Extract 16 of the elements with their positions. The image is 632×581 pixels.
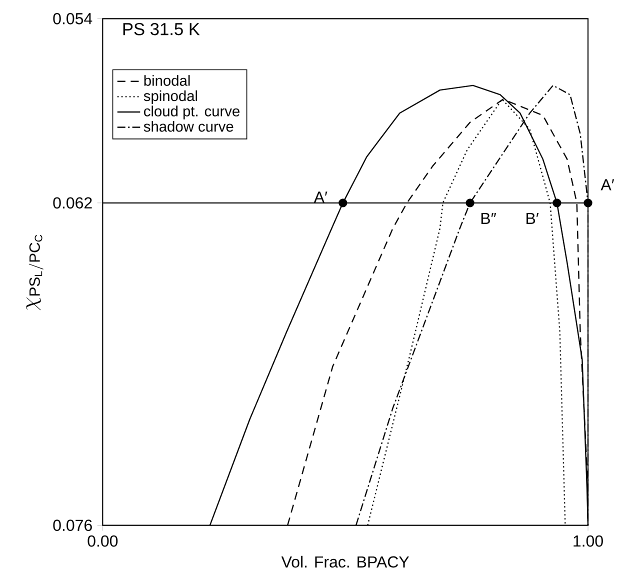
- annotation: A′: [600, 179, 614, 190]
- y-tick-label: 0.062: [53, 197, 92, 208]
- chart-title: PS 31.5 K: [123, 22, 200, 36]
- annotation: B″: [481, 212, 496, 224]
- x-tick-label: 1.00: [574, 535, 603, 547]
- legend-label: cloud pt. curve: [144, 106, 240, 120]
- x-tick-label: 0.00: [88, 535, 118, 547]
- legend-label: binodal: [144, 74, 190, 86]
- y-axis-title: $\chi_{\mathrm{PS_L/PC_C}}$: [26, 234, 44, 310]
- y-tick-label: 0.054: [53, 12, 92, 24]
- x-axis-title: Vol. Frac. BPACY: [281, 556, 409, 568]
- annotation: A′: [314, 191, 328, 202]
- legend-label: shadow curve: [144, 120, 234, 132]
- annotation: B′: [526, 212, 539, 224]
- legend-label: spinodal: [144, 90, 198, 104]
- y-tick-label: 0.076: [53, 520, 92, 531]
